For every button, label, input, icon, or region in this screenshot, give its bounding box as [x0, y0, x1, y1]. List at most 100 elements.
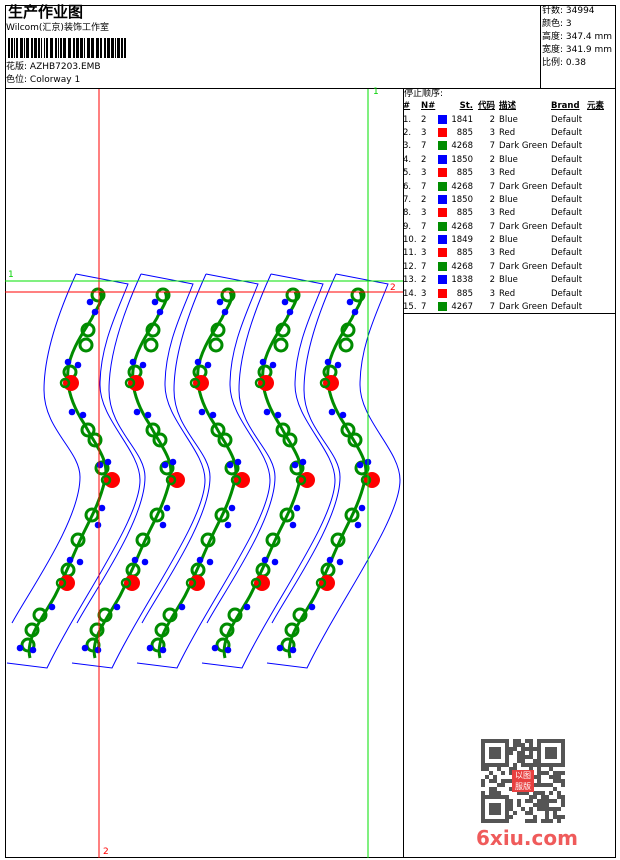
blue-bud [243, 603, 251, 611]
blue-bud [358, 504, 366, 512]
qr-module [493, 803, 497, 807]
row-brand: Default [551, 194, 583, 205]
leaf [80, 322, 96, 338]
blue-bud [169, 458, 177, 466]
qr-module [537, 803, 541, 807]
qr-module [553, 799, 557, 803]
row-code: 3 [489, 288, 495, 299]
qr-module [489, 747, 493, 751]
qr-module [505, 755, 509, 759]
red-flower [169, 472, 185, 488]
leaf [273, 337, 289, 353]
leaf [162, 607, 178, 623]
strip-outline-left [76, 273, 146, 624]
color-swatch [438, 114, 447, 124]
leaf [70, 532, 86, 548]
qr-module [561, 739, 565, 743]
table-row: 6. 7 4268 7 Dark Green Default [403, 180, 604, 193]
design-width: 宽度: 341.9 mm [542, 45, 613, 55]
red-flower [104, 472, 120, 488]
col-index: # [403, 101, 411, 112]
leaf [285, 287, 301, 303]
row-needle: 2 [421, 275, 427, 286]
blue-bud [281, 298, 289, 306]
leaf [152, 432, 168, 448]
blue-bud [286, 308, 294, 316]
table-row: 8. 3 885 3 Red Default [403, 207, 604, 220]
row-code: 3 [489, 168, 495, 179]
qr-module [533, 803, 537, 807]
qr-module [541, 819, 545, 823]
row-stitches: 1841 [451, 114, 473, 125]
qr-module [481, 763, 485, 767]
red-flower [364, 472, 380, 488]
leaf [347, 432, 363, 448]
qr-module [541, 807, 545, 811]
qr-module [561, 803, 565, 807]
qr-module [537, 779, 541, 783]
color-swatch [438, 248, 447, 258]
row-index: 13. [403, 275, 417, 286]
barcode-bar [80, 38, 83, 58]
row-stitches: 4268 [451, 261, 473, 272]
row-swatch-cell [438, 274, 450, 287]
row-description: Dark Green [499, 302, 548, 313]
row-code: 2 [489, 275, 495, 286]
leaf [150, 637, 166, 653]
qr-module [493, 795, 497, 799]
row-swatch-cell [438, 207, 450, 220]
qr-module [561, 815, 565, 819]
row-brand: Default [551, 235, 583, 246]
qr-module [513, 811, 517, 815]
qr-module [505, 815, 509, 819]
qr-module [541, 783, 545, 787]
qr-module [537, 775, 541, 779]
row-index: 10. [403, 235, 417, 246]
qr-module [501, 771, 505, 775]
barcode-bar [20, 38, 23, 58]
leaf [84, 507, 100, 523]
row-needle: 2 [421, 194, 427, 205]
row-description: Red [499, 127, 516, 138]
col-needle: N# [421, 101, 436, 112]
blue-bud [68, 408, 76, 416]
row-description: Dark Green [499, 181, 548, 192]
blue-bud [291, 461, 299, 469]
qr-module [497, 811, 501, 815]
row-description: Red [499, 248, 516, 259]
qr-module [533, 815, 537, 819]
qr-module [505, 803, 509, 807]
qr-module [497, 795, 501, 799]
blue-bud [113, 603, 121, 611]
qr-module [481, 755, 485, 759]
qr-module [489, 819, 493, 823]
qr-module [545, 819, 549, 823]
qr-module [485, 767, 489, 771]
leaf [32, 607, 48, 623]
row-stitches: 4268 [451, 221, 473, 232]
qr-module [489, 771, 493, 775]
qr-module [505, 759, 509, 763]
qr-module [509, 767, 513, 771]
qr-module [525, 791, 529, 795]
table-row: 1. 2 1841 2 Blue Default [403, 113, 604, 126]
row-element [587, 301, 604, 314]
scale: 比例: 0.38 [542, 58, 586, 68]
qr-module [561, 755, 565, 759]
barcode-bar [46, 38, 48, 58]
qr-module [485, 795, 489, 799]
qr-module [529, 751, 533, 755]
row-index: 15. [403, 302, 417, 313]
row-swatch-cell [438, 194, 450, 207]
barcode-bar [38, 38, 40, 58]
design-value: AZHB7203.EMB [29, 62, 101, 72]
barcode-bar [8, 38, 10, 58]
qr-module [489, 811, 493, 815]
qr-module [485, 775, 489, 779]
qr-module [533, 819, 537, 823]
qr-module [549, 791, 553, 795]
table-row: 13. 2 1838 2 Blue Default [403, 274, 604, 287]
row-stitches: 1838 [451, 275, 473, 286]
qr-module [533, 791, 537, 795]
row-code: 2 [489, 114, 495, 125]
